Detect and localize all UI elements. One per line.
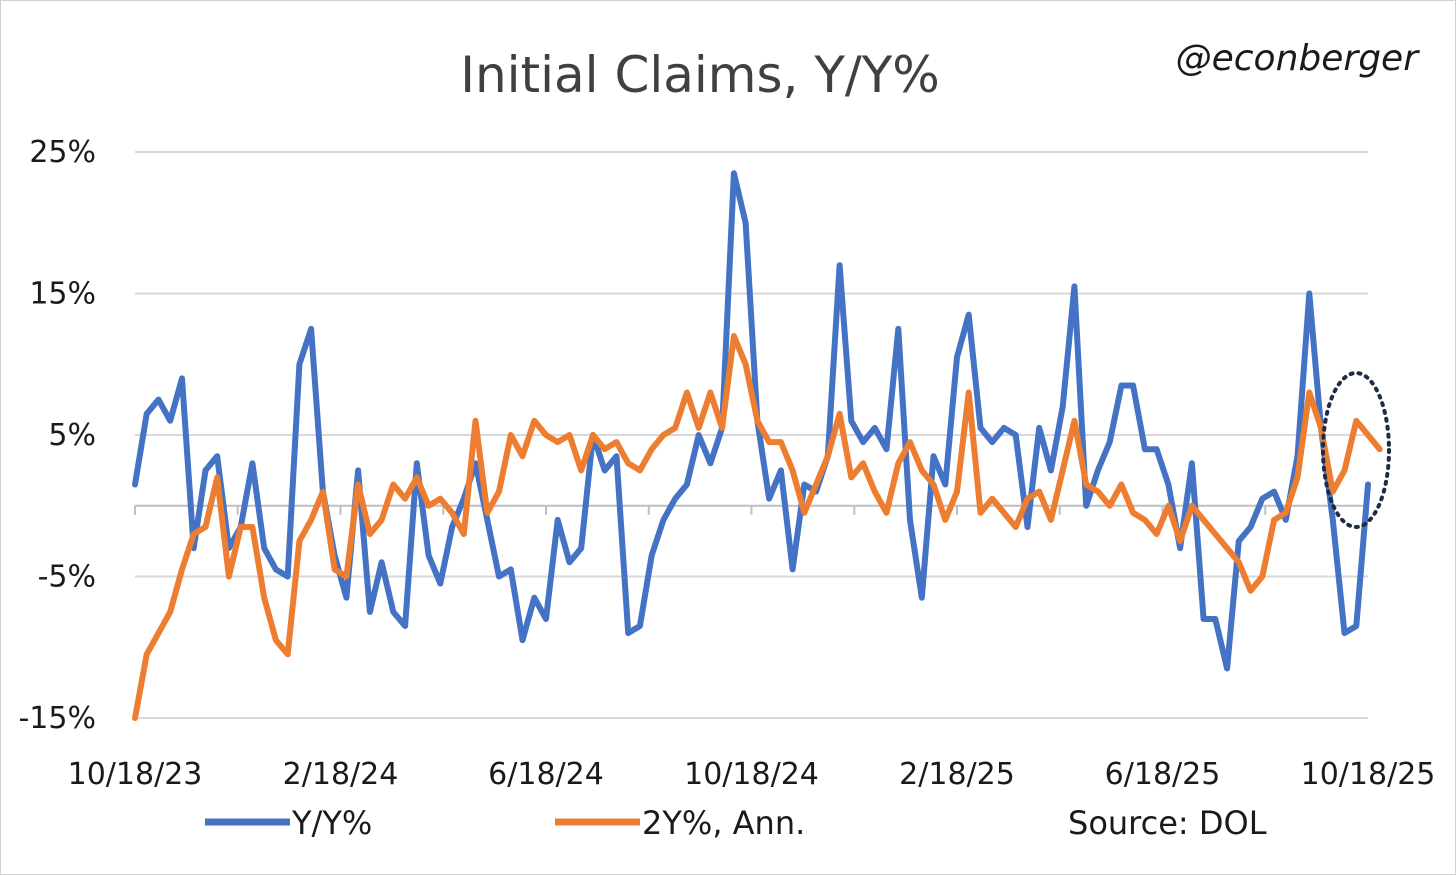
legend-label-2y: 2Y%, Ann. — [642, 804, 805, 842]
x-tick-label: 6/18/25 — [1105, 757, 1221, 792]
series-layer — [132, 170, 1383, 721]
x-tick-label: 10/18/25 — [1301, 757, 1436, 792]
legend: Y/Y% 2Y%, Ann. Source: DOL — [205, 804, 1267, 842]
y-tick-label: 25% — [29, 135, 96, 170]
x-tick-label: 10/18/24 — [684, 757, 819, 792]
highlight-ellipse — [1321, 371, 1391, 529]
legend-label-yy: Y/Y% — [291, 804, 372, 842]
y-tick-label: 5% — [48, 418, 96, 453]
series-line-yy — [132, 170, 1371, 672]
x-tick-label: 6/18/24 — [488, 757, 604, 792]
x-axis-labels: 10/18/23 2/18/24 6/18/24 10/18/24 2/18/25 6/1… — [68, 757, 1436, 792]
y-tick-label: 15% — [29, 277, 96, 312]
x-tick-label: 2/18/25 — [899, 757, 1015, 792]
source-note: Source: DOL — [1068, 804, 1267, 842]
y-tick-label: -5% — [38, 560, 96, 595]
y-axis-labels: 25% 15% 5% -5% -15% — [18, 135, 96, 736]
y-tick-label: -15% — [18, 701, 96, 736]
series-line-2y — [132, 333, 1383, 721]
x-tick-label: 2/18/24 — [283, 757, 399, 792]
x-tick-label: 10/18/23 — [68, 757, 203, 792]
chart-title: Initial Claims, Y/Y% — [460, 46, 940, 104]
author-handle: @econberger — [1176, 38, 1421, 79]
